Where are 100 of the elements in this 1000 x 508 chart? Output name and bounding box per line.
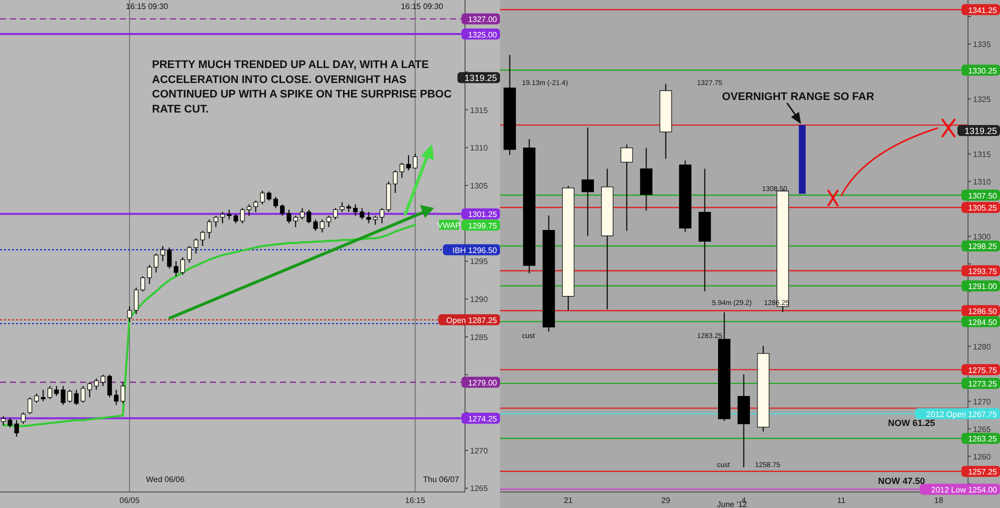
- candlestick: [280, 204, 285, 216]
- ref-line-label: 1284.50: [968, 318, 998, 327]
- ref-line-label: 1301.25: [468, 210, 498, 220]
- ref-line-label: 1275.75: [968, 366, 998, 375]
- candlestick: [406, 154, 411, 171]
- candlestick: [147, 264, 152, 284]
- y-tick-label: 1280: [973, 342, 992, 352]
- ref-line-label: 2012 Open 1267.75: [926, 410, 998, 419]
- x-tick-label: 29: [661, 496, 671, 505]
- candlestick: [134, 287, 138, 315]
- candlestick: [167, 247, 172, 270]
- y-tick-label: 1260: [973, 452, 992, 462]
- annotation: Wed 06/06: [146, 475, 186, 484]
- candlestick: [54, 386, 59, 396]
- y-tick-label: 1295: [470, 257, 488, 266]
- candlestick: [326, 215, 332, 228]
- ref-line-label: 2012 Low 1254.00: [931, 485, 998, 494]
- candlestick: [226, 209, 232, 220]
- candlestick: [300, 208, 305, 220]
- candlestick: [120, 382, 126, 404]
- annotation: NOW 47.50: [878, 476, 926, 486]
- candlestick: [67, 389, 72, 404]
- ref-line-label: 1293.75: [968, 266, 998, 276]
- candlestick: [273, 196, 278, 209]
- y-tick-label: 1325: [973, 94, 992, 104]
- candlestick: [100, 374, 106, 387]
- candlestick: [140, 276, 146, 292]
- candlestick: [48, 386, 52, 400]
- ref-line-label: 1305.25: [968, 204, 998, 213]
- candlestick: [392, 170, 398, 194]
- y-tick-label: 1310: [973, 177, 992, 186]
- ref-line-label: 1263.25: [968, 434, 998, 444]
- ref-line-label: 1330.25: [968, 66, 998, 76]
- candlestick: [286, 209, 292, 224]
- y-tick-label: 1300: [973, 232, 992, 242]
- candlestick: [200, 230, 205, 246]
- y-tick-label: 1285: [470, 332, 488, 342]
- annotation: 1319.25: [464, 72, 497, 83]
- candlestick: [180, 256, 185, 276]
- candlestick: [206, 219, 212, 239]
- annotation: Thu 06/07: [423, 475, 460, 484]
- candlestick: [333, 208, 338, 220]
- ref-line-label: 1307.50: [968, 191, 998, 200]
- candlestick: [107, 374, 112, 398]
- candlestick: [28, 396, 32, 415]
- annotation: 1319.25: [964, 126, 997, 136]
- annotation: PRETTY MUCH TRENDED UP ALL DAY, WITH A LATE ACCELERATION INTO CLOSE. OVERNIGHT HAS CONTINUED UP WITH A SPIKE ON THE SURPRISE PBOC RATE CUT.: [152, 59, 452, 116]
- candlestick: [160, 246, 166, 262]
- y-tick-label: 1265: [470, 484, 488, 494]
- candlestick: [214, 215, 218, 228]
- ref-line-label: 1286.50: [968, 306, 998, 316]
- candlestick: [80, 386, 86, 404]
- annotation: OVERNIGHT RANGE SO FAR: [722, 91, 874, 103]
- ref-line-label: 1273.25: [968, 380, 998, 389]
- candlestick: [60, 386, 66, 406]
- candlestick: [253, 200, 258, 212]
- candlestick: [127, 306, 132, 322]
- candlestick: [306, 209, 312, 224]
- candlestick: [174, 260, 178, 277]
- ref-line-label: 1341.25: [968, 6, 998, 15]
- candlestick: [260, 190, 265, 205]
- candlestick: [340, 202, 344, 212]
- x-tick-label: 18: [934, 496, 944, 505]
- candlestick: [234, 214, 238, 224]
- candlestick: [620, 144, 633, 232]
- candlestick: [400, 162, 404, 178]
- y-tick-label: 1315: [470, 106, 488, 115]
- ref-line-label: Open 1287.25: [446, 316, 498, 325]
- candlestick: [353, 204, 358, 216]
- candlestick: [154, 253, 158, 273]
- y-tick-label: 1290: [470, 294, 488, 304]
- annotation: 16:15 09:30: [126, 2, 169, 11]
- x-tick-label: 06/05: [120, 496, 140, 505]
- candlestick: [220, 211, 225, 224]
- candlestick: [187, 246, 192, 264]
- ref-line-label: 1291.00: [968, 282, 998, 292]
- y-tick-label: 1315: [973, 150, 992, 159]
- x-tick-label: 16:15: [405, 496, 426, 505]
- ref-line-label: 1325.00: [468, 30, 498, 40]
- text: 1299.75: [468, 221, 498, 230]
- ref-line-label: 1257.25: [968, 468, 998, 477]
- ref-line-label: 1274.25: [468, 414, 498, 424]
- x-tick-label: 21: [564, 496, 574, 505]
- candlestick: [266, 191, 272, 202]
- candlestick: [8, 417, 12, 428]
- candlestick: [20, 412, 26, 424]
- candlestick: [14, 420, 19, 438]
- y-tick-label: 1265: [973, 424, 992, 434]
- ref-line-label: 1279.00: [468, 378, 498, 388]
- candlestick: [373, 215, 378, 226]
- annotation: 16:15 09:30: [400, 2, 444, 11]
- y-tick-label: 1270: [470, 446, 488, 456]
- y-tick-label: 1305: [470, 181, 488, 190]
- candlestick: [34, 393, 39, 404]
- y-tick-label: 1310: [470, 144, 488, 153]
- ref-line-label: 1298.25: [968, 242, 998, 252]
- candlestick: [293, 215, 298, 228]
- candlestick: [246, 204, 252, 216]
- candlestick: [380, 208, 384, 224]
- y-tick-label: 1270: [973, 397, 992, 406]
